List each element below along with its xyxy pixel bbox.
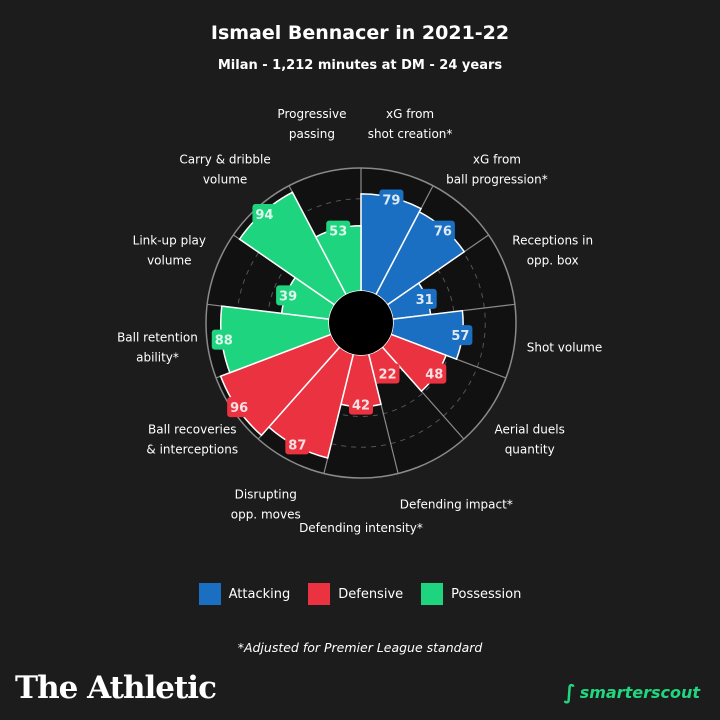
value-label: 48 [425,368,443,383]
legend-label: Attacking [228,586,291,602]
category-label: Link-up play volume [133,233,206,267]
category-label-line: shot creation* [368,127,453,141]
center-hole [329,291,393,355]
category-label: Ball retention ability* [117,331,198,365]
category-label-line: opp. box [527,253,579,267]
value-label: 79 [382,194,400,209]
category-label: Receptions in opp. box [512,233,593,267]
value-label-box [412,288,437,309]
category-label-line: quantity [505,442,555,456]
value-label: 94 [255,208,273,223]
category-label-line: ball progression* [446,173,548,187]
category-label-line: Aerial duels [495,422,565,436]
legend-swatch [421,583,444,605]
value-label: 39 [279,289,297,304]
value-label-box [379,189,404,210]
category-label-line: Progressive [277,107,346,121]
value-label-box [422,363,447,384]
value-label-box [252,204,277,225]
category-label-line: Carry & dribble [179,153,270,167]
category-label-line: Ball recoveries [148,422,236,436]
value-label-box [326,220,351,241]
category-label-line: Disrupting [235,488,297,502]
category-label-line: & interceptions [146,442,238,456]
value-label-box [211,329,236,350]
category-label: Ball recoveries & interceptions [146,422,238,456]
category-label: Defending intensity* [299,521,423,535]
value-label-box [285,434,310,455]
category-label-line: volume [147,253,191,267]
category-label-line: xG from [473,153,521,167]
value-label-box [349,394,373,415]
category-label: xG from ball progression* [446,153,548,187]
legend-item-possession: Possession [421,583,521,605]
legend-item-defensive: Defensive [308,583,403,605]
category-label-line: Link-up play [133,233,206,247]
legend: Attacking Defensive Possession [0,583,720,605]
value-label: 42 [352,399,370,414]
value-label-box [227,397,252,418]
footnote: *Adjusted for Premier League standard [237,640,483,655]
value-label: 88 [215,334,233,349]
value-label: 53 [329,225,347,240]
category-label-line: Ball retention [117,331,198,345]
value-label-box [448,325,473,346]
value-label: 76 [434,225,452,240]
category-label-line: Defending intensity* [299,521,423,535]
smarterscout-icon: ∫ [563,680,576,704]
category-label-line: Shot volume [527,341,603,355]
smarterscout-label: smarterscout [579,682,700,702]
category-label-line: ability* [136,351,179,365]
category-label: Defending impact* [400,498,513,512]
legend-label: Defensive [338,586,404,602]
category-label: Carry & dribble volume [179,153,270,187]
chart-title: Ismael Bennacer in 2021-22 [210,22,510,44]
value-label-box [430,220,455,241]
category-label-line: passing [289,127,335,141]
value-label: 22 [378,368,396,383]
smarterscout-logo: ∫ smarterscout [563,680,700,704]
value-label: 87 [288,438,306,453]
category-label-line: Defending impact* [400,498,513,512]
legend-item-attacking: Attacking [198,583,291,605]
category-label: Disrupting opp. moves [231,488,301,522]
value-label-box [375,363,400,384]
the-athletic-logo: The Athletic [15,670,217,706]
category-label-line: volume [203,173,247,187]
legend-swatch [308,583,331,605]
value-label: 57 [451,329,469,344]
category-label-line: xG from [386,107,434,121]
category-label: Shot volume [527,341,603,355]
value-label: 96 [230,401,248,416]
value-label: 31 [416,293,434,308]
category-label: Progressive passing [277,107,346,141]
category-label: xG from shot creation* [368,107,453,141]
category-label-line: opp. moves [231,508,301,522]
value-label-box [276,285,301,306]
legend-swatch [198,583,221,605]
category-label: Aerial duels quantity [495,422,565,456]
legend-label: Possession [451,586,522,602]
chart-subtitle: Milan - 1,212 minutes at DM - 24 years [217,58,503,73]
category-label-line: Receptions in [512,233,593,247]
